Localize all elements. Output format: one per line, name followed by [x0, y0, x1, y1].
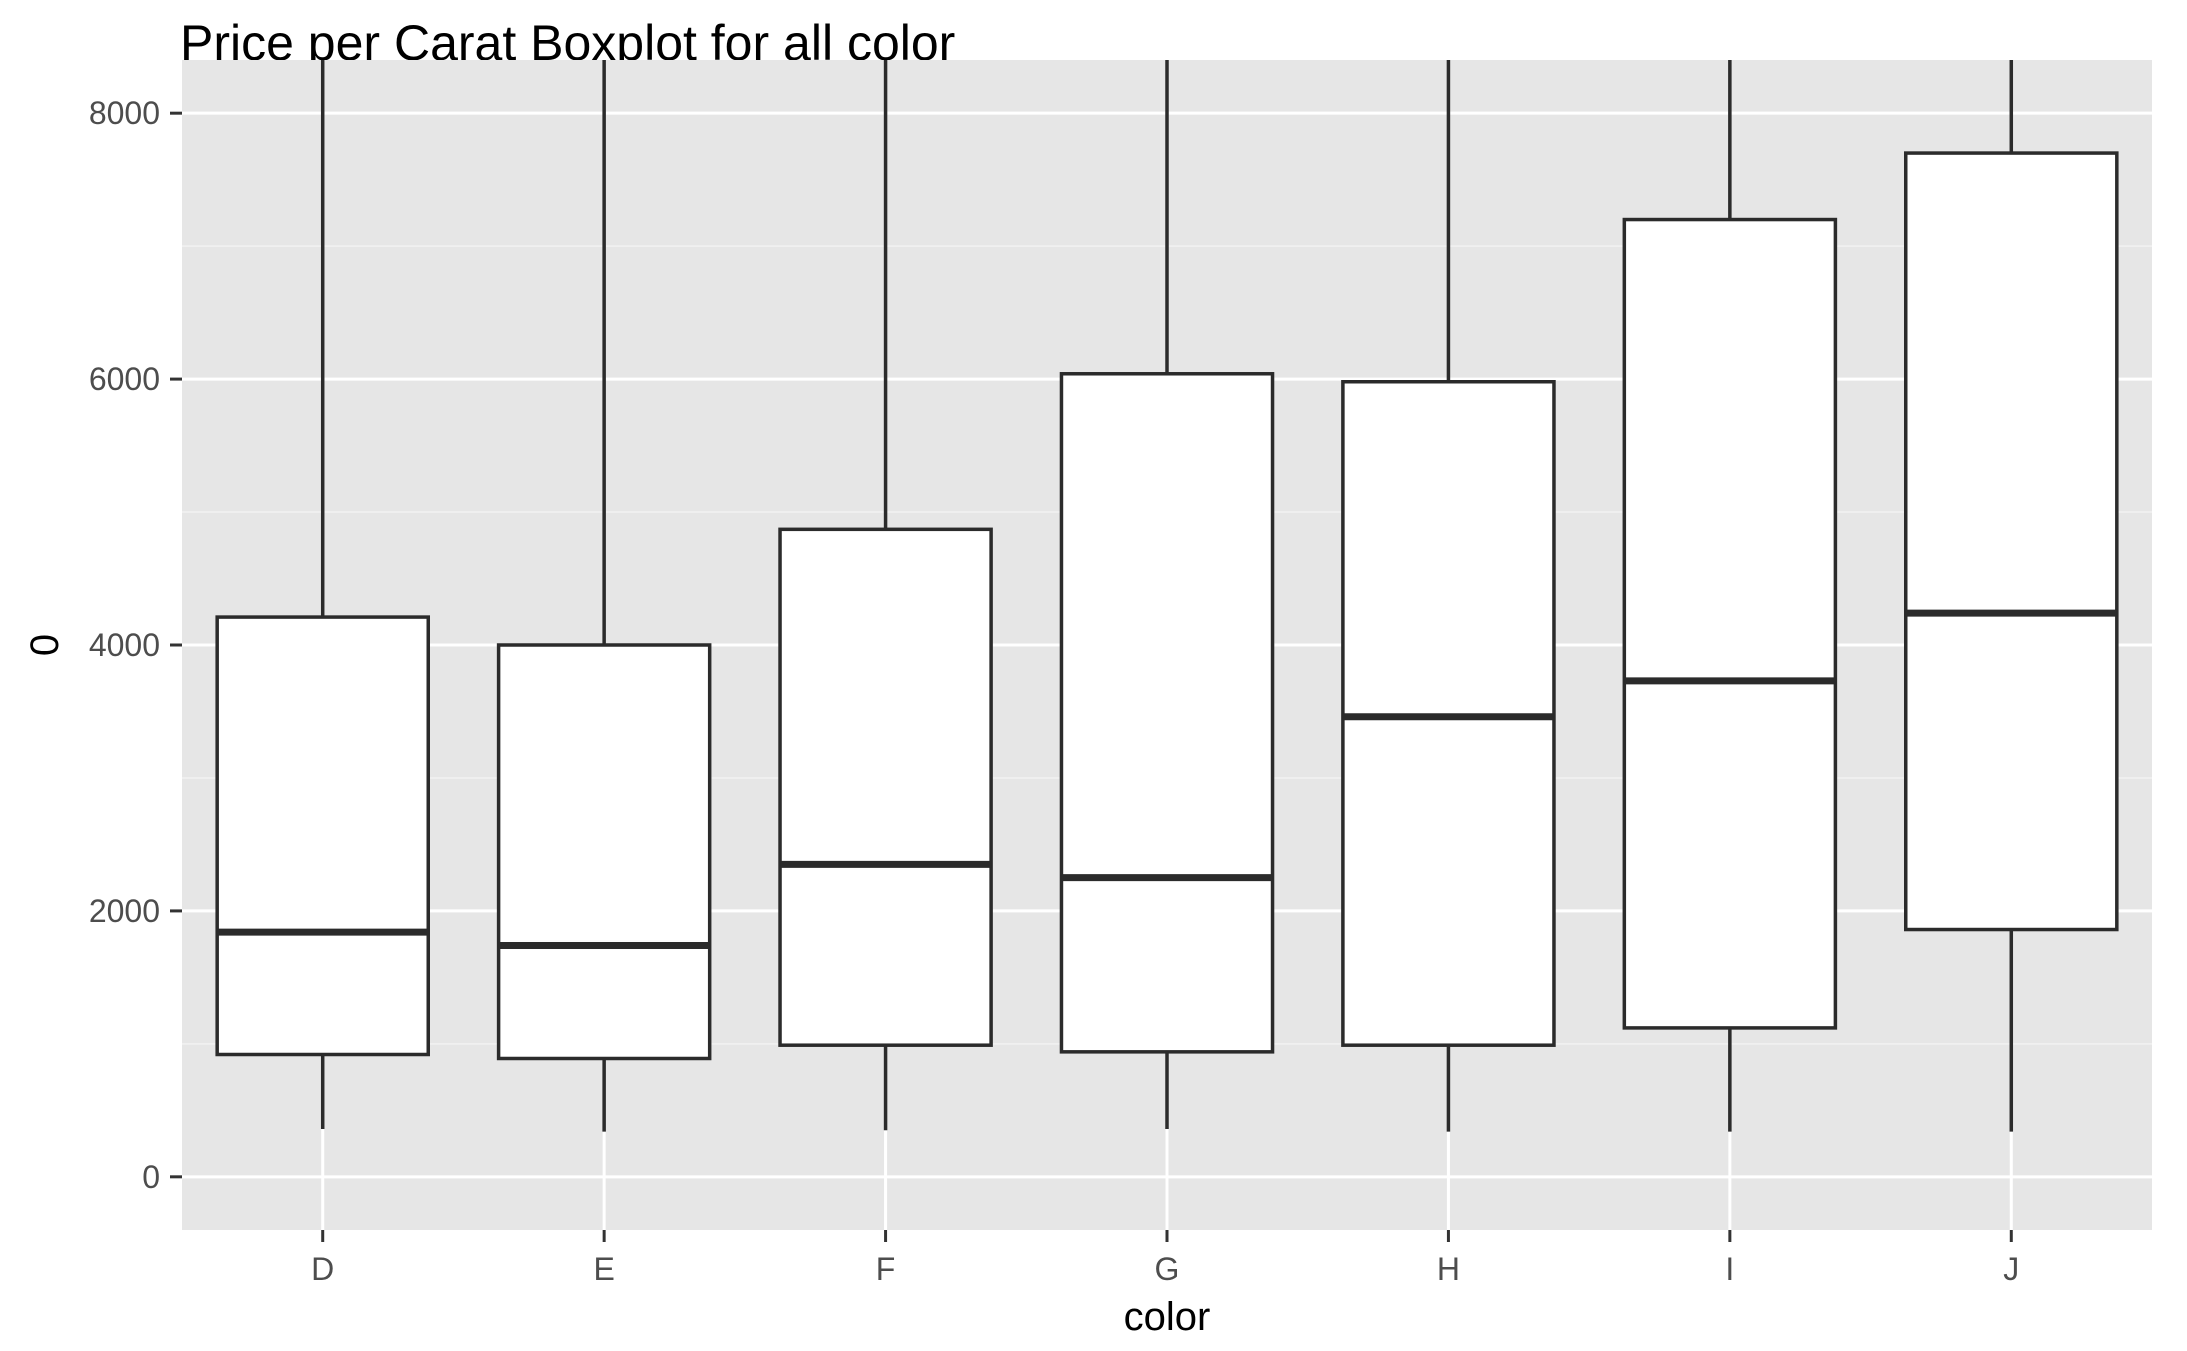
box-F [778, 60, 993, 1131]
iqr-box [1059, 372, 1275, 1054]
box-D [215, 60, 430, 1129]
x-tick-label: J [2003, 1251, 2019, 1287]
y-axis-title: 0 [23, 634, 67, 656]
iqr-box [496, 643, 712, 1061]
x-tick-label: I [1725, 1251, 1734, 1287]
x-tick-label: H [1437, 1251, 1460, 1287]
x-tick-label: F [876, 1251, 896, 1287]
iqr-box [215, 615, 430, 1057]
box-J [1904, 60, 2119, 1132]
y-tick-label: 6000 [89, 361, 160, 397]
x-tick-label: D [311, 1251, 334, 1287]
box-I [1622, 60, 1838, 1132]
x-axis-title: color [1124, 1295, 1211, 1339]
box-G [1059, 60, 1275, 1129]
box-layer [215, 60, 2119, 1132]
box-E [496, 60, 712, 1132]
y-tick-label: 8000 [89, 95, 160, 131]
axis-layer: 0 2000 4000 6000 8000 D E F G H I J [89, 95, 2019, 1287]
y-tick-label: 0 [142, 1159, 160, 1195]
box-H [1341, 60, 1556, 1132]
iqr-box [778, 527, 993, 1047]
y-tick-label: 2000 [89, 893, 160, 929]
x-tick-label: E [593, 1251, 614, 1287]
x-tick-label: G [1155, 1251, 1180, 1287]
iqr-box [1904, 151, 2119, 932]
y-tick-label: 4000 [89, 627, 160, 663]
iqr-box [1622, 217, 1838, 1030]
